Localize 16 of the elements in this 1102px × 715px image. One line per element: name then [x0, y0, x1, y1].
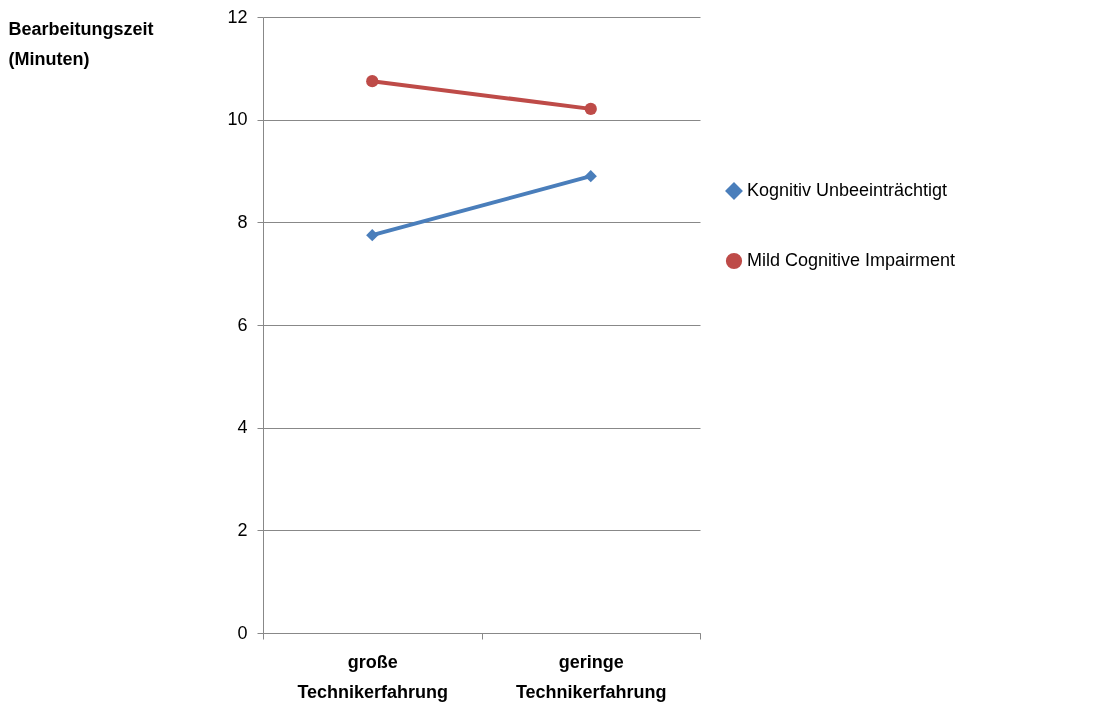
y-tick-label: 12	[227, 6, 248, 27]
x-tick-label: geringe Technikerfahrung	[515, 651, 667, 702]
y-tick-label: 8	[237, 211, 248, 232]
legend-label: Mild Cognitive Impairment	[747, 250, 956, 270]
point	[584, 170, 597, 183]
y-tick-label: 2	[237, 519, 248, 540]
y-tick-label: 4	[237, 417, 248, 438]
point	[366, 75, 379, 88]
point	[366, 229, 379, 242]
y-axis-title: Bearbeitungszeit (Minuten)	[8, 18, 154, 69]
y-tick-label: 6	[237, 314, 248, 335]
point	[584, 102, 597, 115]
legend-label: Kognitiv Unbeeinträchtigt	[747, 180, 948, 200]
y-tick-label: 0	[237, 622, 248, 643]
y-tick-label: 10	[227, 109, 248, 130]
x-tick-label: große Technikerfahrung	[297, 651, 449, 702]
